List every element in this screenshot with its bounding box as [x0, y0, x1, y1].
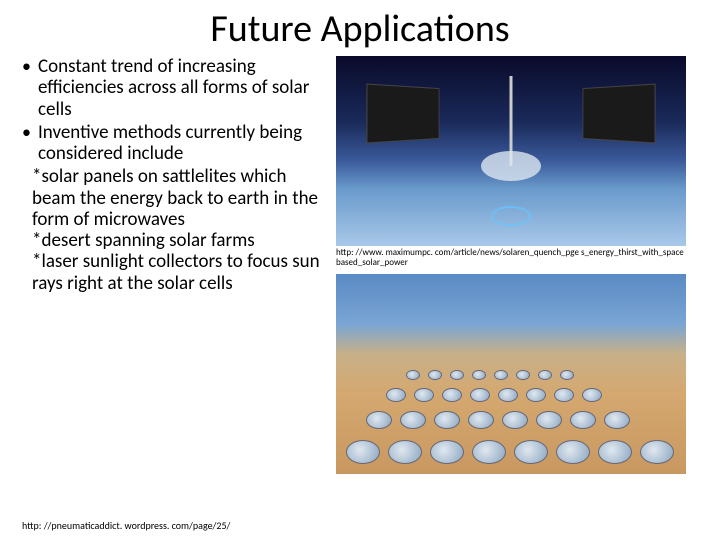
desert-solar-farm-image: [336, 274, 686, 474]
solar-collector-icon: [536, 411, 562, 429]
bullet-item: Inventive methods currently being consid…: [20, 122, 324, 165]
solar-collector-icon: [406, 370, 420, 380]
collector-row: [366, 411, 630, 429]
sub-bullet: *solar panels on sattlelites which beam …: [20, 166, 324, 230]
solar-collector-icon: [366, 411, 392, 429]
solar-collector-icon: [514, 440, 548, 464]
solar-collector-icon: [388, 440, 422, 464]
bullet-list: Constant trend of increasing efficiencie…: [20, 56, 324, 294]
text-column: Constant trend of increasing efficiencie…: [0, 56, 330, 474]
space-satellite-image: [336, 56, 686, 246]
collector-row: [386, 388, 602, 402]
solar-collector-icon: [556, 440, 590, 464]
sub-bullet: *laser sunlight collectors to focus sun …: [20, 251, 324, 294]
satellite-panel-icon: [366, 83, 439, 143]
solar-collector-icon: [386, 388, 406, 402]
solar-collector-icon: [428, 370, 442, 380]
solar-collector-icon: [554, 388, 574, 402]
solar-collector-icon: [560, 370, 574, 380]
space-satellite-figure: http: //www. maximumpc. com/article/news…: [336, 56, 686, 268]
solar-collector-icon: [430, 440, 464, 464]
solar-collector-icon: [604, 411, 630, 429]
slide-title: Future Applications: [0, 6, 720, 52]
content-area: Constant trend of increasing efficiencie…: [0, 56, 720, 474]
beam-ring-icon: [491, 206, 531, 226]
solar-collector-icon: [526, 388, 546, 402]
sub-bullet: *desert spanning solar farms: [20, 230, 324, 251]
solar-collector-icon: [472, 370, 486, 380]
solar-collector-icon: [538, 370, 552, 380]
collector-row: [346, 440, 674, 464]
satellite-dish-icon: [481, 151, 541, 181]
solar-collector-icon: [598, 440, 632, 464]
solar-collector-icon: [400, 411, 426, 429]
solar-collector-icon: [450, 370, 464, 380]
solar-collector-icon: [470, 388, 490, 402]
solar-collector-icon: [640, 440, 674, 464]
image-caption: http: //www. maximumpc. com/article/news…: [336, 248, 686, 268]
collector-row: [406, 370, 574, 380]
solar-collector-icon: [434, 411, 460, 429]
satellite-panel-icon: [583, 83, 656, 143]
solar-collector-icon: [442, 388, 462, 402]
solar-collector-icon: [498, 388, 518, 402]
solar-collector-icon: [502, 411, 528, 429]
solar-collector-icon: [468, 411, 494, 429]
solar-collector-icon: [414, 388, 434, 402]
solar-collector-icon: [570, 411, 596, 429]
solar-collector-icon: [494, 370, 508, 380]
bullet-item: Constant trend of increasing efficiencie…: [20, 56, 324, 120]
solar-collector-icon: [582, 388, 602, 402]
solar-collector-icon: [472, 440, 506, 464]
solar-collector-icon: [346, 440, 380, 464]
solar-collector-icon: [516, 370, 530, 380]
bottom-image-caption: http: //pneumaticaddict. wordpress. com/…: [22, 519, 230, 532]
image-column: http: //www. maximumpc. com/article/news…: [330, 56, 700, 474]
